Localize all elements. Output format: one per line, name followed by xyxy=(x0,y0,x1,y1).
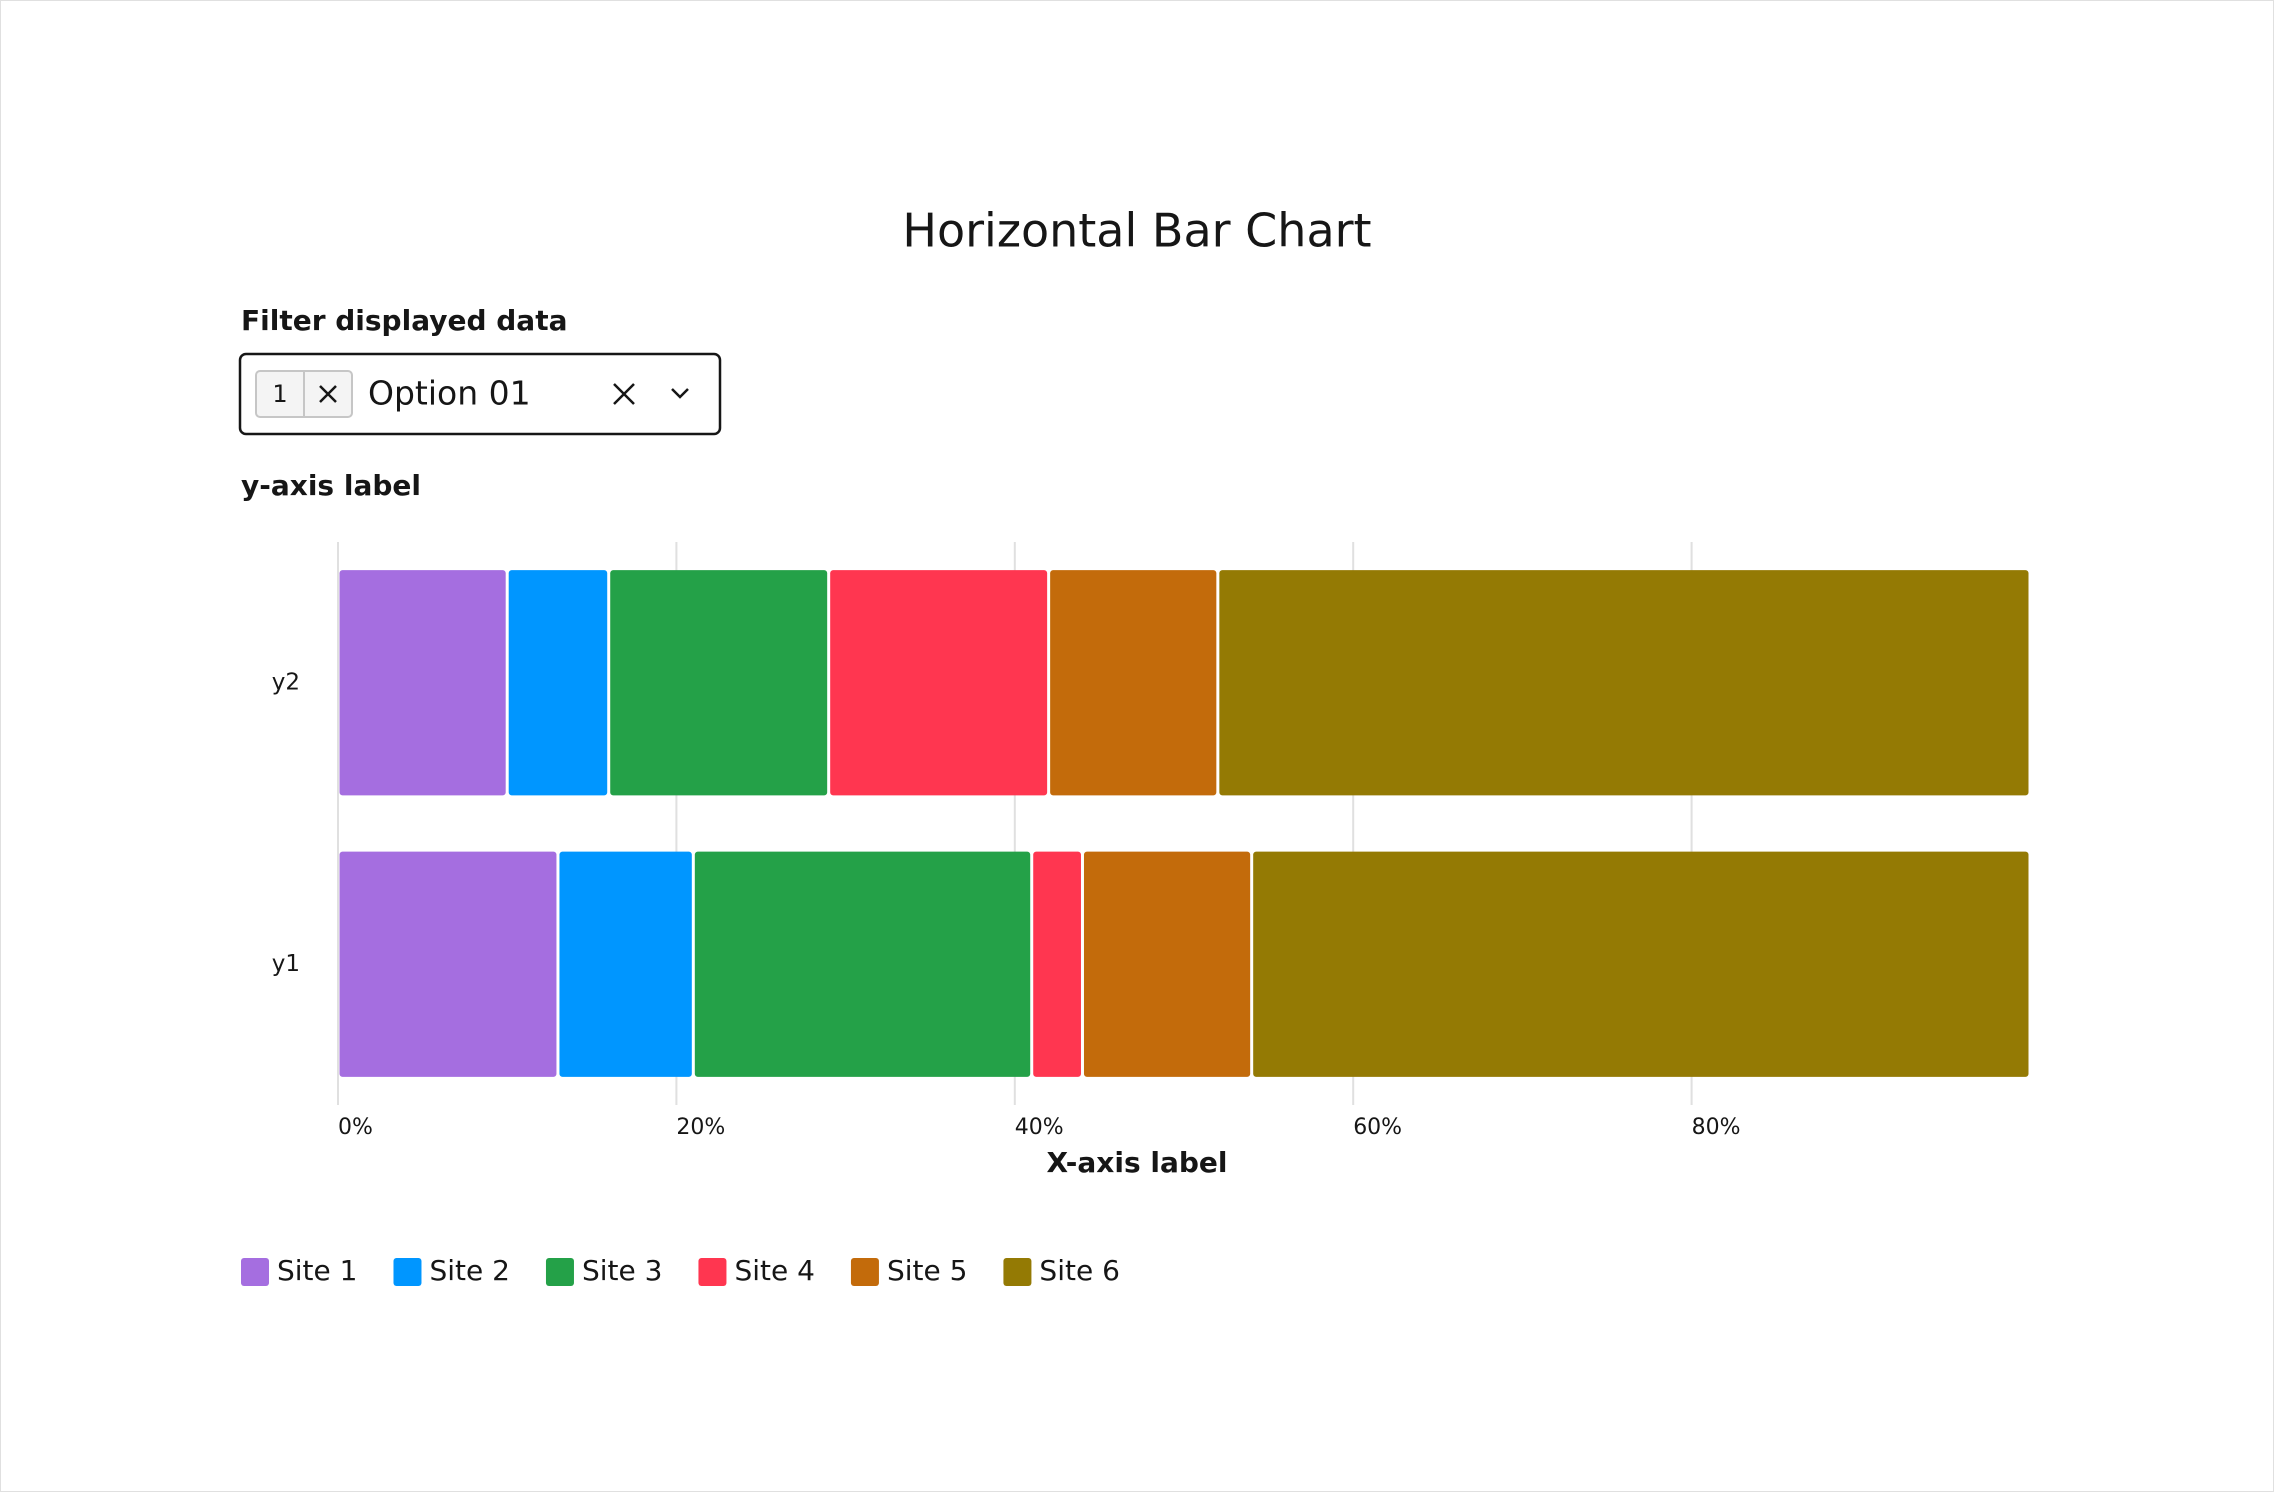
select-value: Option 01 xyxy=(368,374,531,413)
bar-segment xyxy=(830,570,1048,796)
y-tick-label: y2 xyxy=(272,669,300,695)
bar-segment xyxy=(508,570,608,796)
legend-label: Site 6 xyxy=(1039,1254,1119,1287)
x-axis-title: X-axis label xyxy=(1046,1146,1227,1179)
bar-segment xyxy=(1083,851,1251,1077)
x-tick-label: 0% xyxy=(338,1115,373,1140)
bar-segment xyxy=(339,570,506,796)
legend-swatch xyxy=(393,1258,422,1286)
bar-segment xyxy=(1253,851,2029,1077)
chart-title: Horizontal Bar Chart xyxy=(902,204,1371,258)
bar-segment xyxy=(559,851,692,1077)
legend-swatch xyxy=(545,1258,574,1286)
x-tick-label: 80% xyxy=(1692,1115,1741,1140)
legend-label: Site 3 xyxy=(582,1254,662,1287)
x-tick-label: 60% xyxy=(1353,1115,1402,1140)
select-box[interactable] xyxy=(238,352,722,436)
legend-label: Site 5 xyxy=(887,1254,967,1287)
x-tick-label: 20% xyxy=(676,1115,725,1140)
legend-swatch xyxy=(1003,1258,1032,1286)
filter-select[interactable]: 1 Option 01 xyxy=(238,352,722,436)
y-axis-title: y-axis label xyxy=(241,469,421,502)
bar-segment xyxy=(1219,570,2029,796)
legend-swatch xyxy=(850,1258,879,1286)
selected-count: 1 xyxy=(272,380,287,408)
chip-remove-icon[interactable] xyxy=(319,385,337,403)
y-tick-label: y1 xyxy=(272,951,300,977)
bar-segment xyxy=(339,851,557,1077)
filter-label: Filter displayed data xyxy=(241,304,567,337)
bar-segment xyxy=(694,851,1031,1077)
clear-icon[interactable] xyxy=(613,383,635,405)
legend-label: Site 1 xyxy=(277,1254,357,1287)
bar-segment xyxy=(610,570,828,796)
bar-segment xyxy=(1033,851,1081,1077)
legend-label: Site 4 xyxy=(734,1254,814,1287)
legend-swatch xyxy=(698,1258,727,1286)
bar-segment xyxy=(1050,570,1217,796)
legend-label: Site 2 xyxy=(429,1254,509,1287)
chevron-icon[interactable] xyxy=(671,388,689,399)
x-tick-label: 40% xyxy=(1015,1115,1064,1140)
legend-swatch xyxy=(241,1258,269,1286)
